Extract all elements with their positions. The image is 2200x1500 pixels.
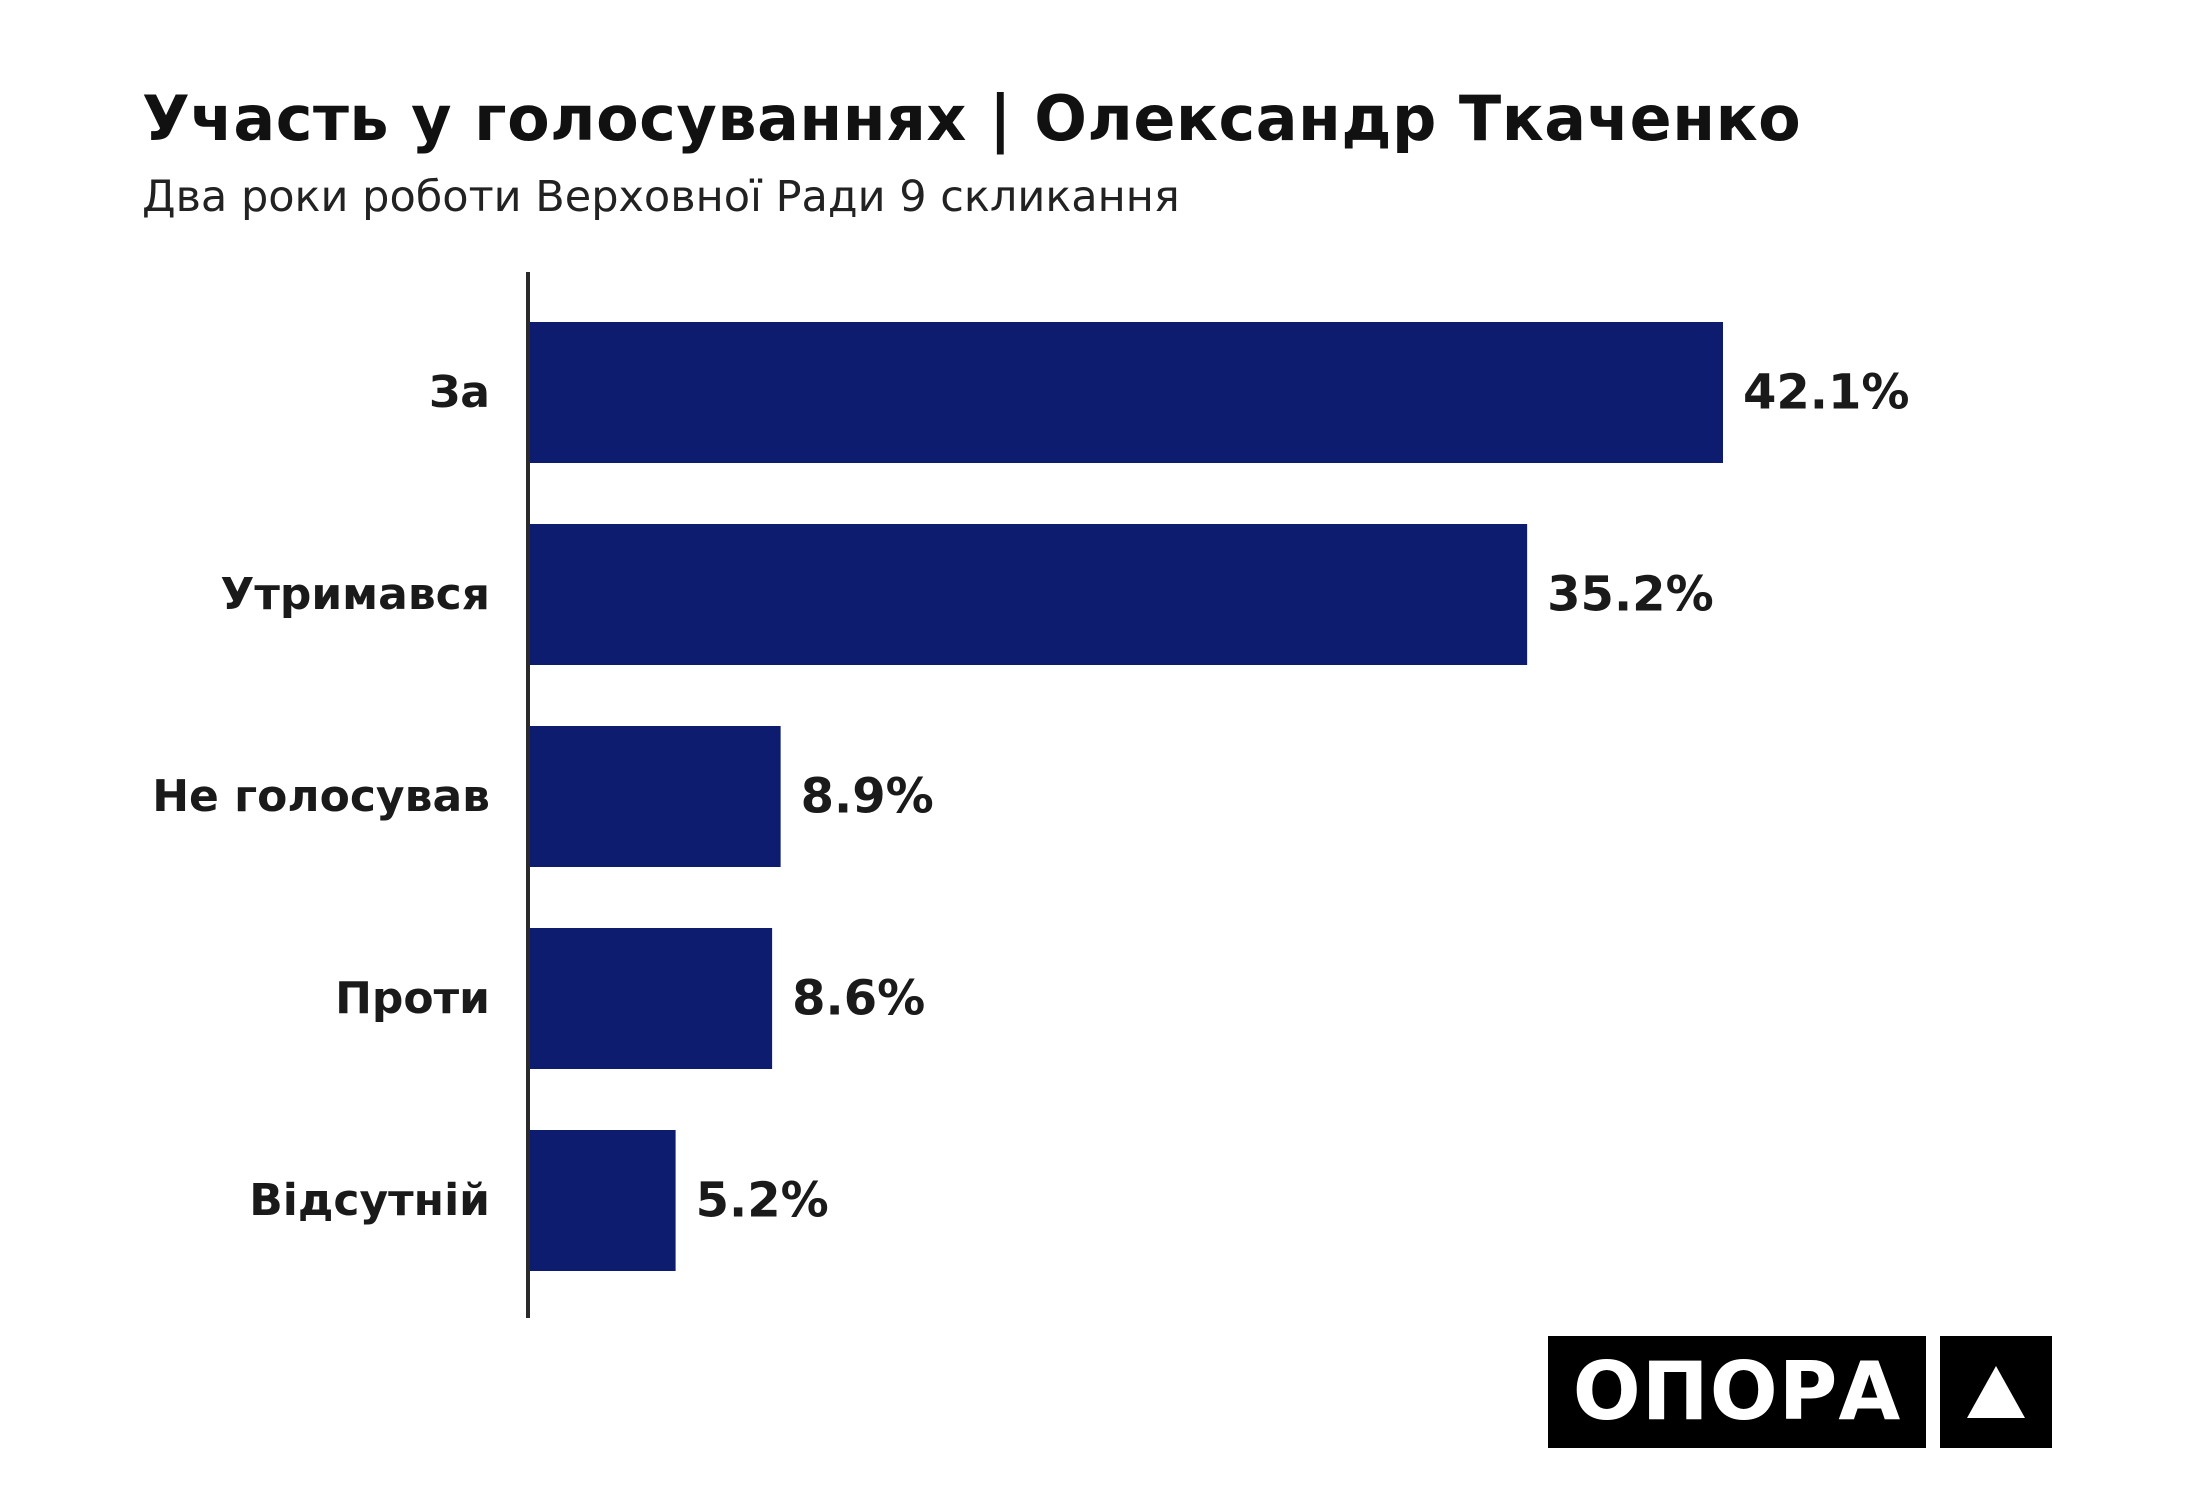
value-label: 35.2% [1547, 567, 1714, 623]
logo-text: ОПОРА [1548, 1336, 1926, 1448]
category-label: Відсутній [249, 1175, 490, 1226]
chart-subtitle: Два роки роботи Верховної Ради 9 скликан… [142, 172, 1180, 222]
bar [528, 726, 781, 867]
value-label: 5.2% [696, 1173, 829, 1229]
bar [528, 322, 1723, 463]
chart-title: Участь у голосуваннях | Олександр Ткачен… [142, 82, 1802, 155]
opora-logo: ОПОРА [1548, 1336, 2052, 1448]
bar [528, 928, 773, 1069]
triangle-icon [1940, 1336, 2052, 1448]
category-label: Проти [335, 973, 490, 1024]
value-label: 8.6% [792, 971, 925, 1027]
category-label: Не голосував [152, 771, 490, 822]
bar [528, 524, 1528, 665]
category-label: Утримався [220, 569, 490, 620]
value-label: 42.1% [1743, 365, 1910, 421]
value-label: 8.9% [801, 769, 934, 825]
bar [528, 1130, 676, 1271]
category-label: За [429, 367, 490, 418]
